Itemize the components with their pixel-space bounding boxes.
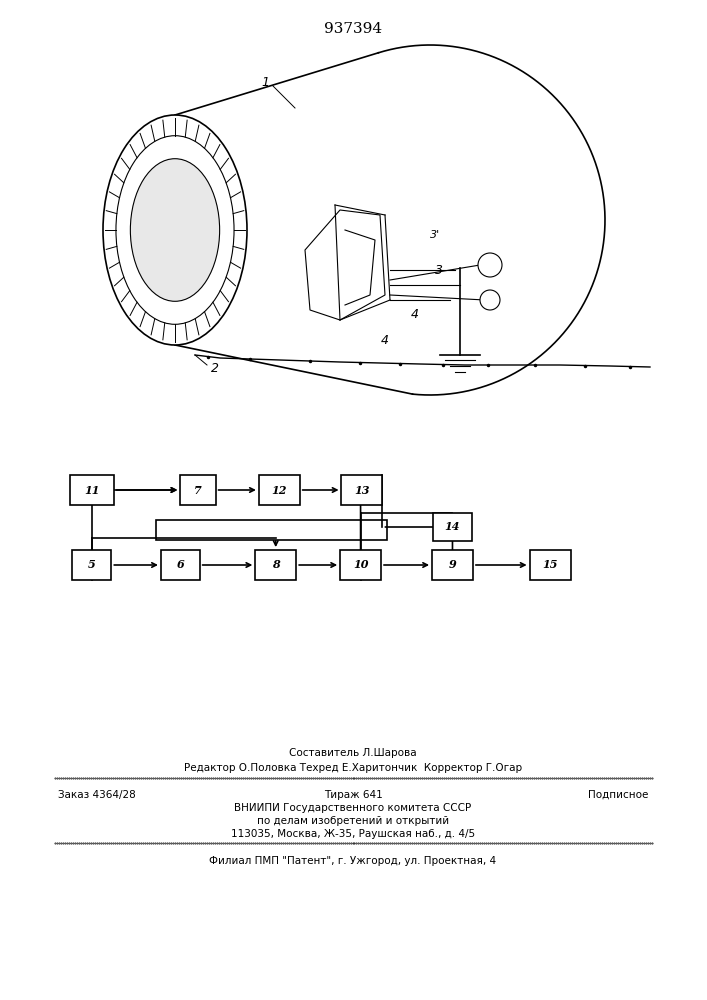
Circle shape — [480, 290, 500, 310]
Bar — [341, 475, 382, 505]
Text: 15: 15 — [542, 560, 558, 570]
Text: Редактор О.Половка Техред Е.Харитончик  Корректор Г.Огар: Редактор О.Половка Техред Е.Харитончик К… — [184, 763, 522, 773]
Bar — [340, 550, 381, 580]
Text: 113035, Москва, Ж-35, Раушская наб., д. 4/5: 113035, Москва, Ж-35, Раушская наб., д. … — [231, 829, 475, 839]
Text: 4: 4 — [381, 334, 389, 347]
Text: 14: 14 — [445, 522, 460, 532]
Text: по делам изобретений и открытий: по делам изобретений и открытий — [257, 816, 449, 826]
Text: Тираж 641: Тираж 641 — [324, 790, 382, 800]
Text: 8: 8 — [272, 560, 279, 570]
Text: 4: 4 — [411, 308, 419, 322]
Circle shape — [478, 253, 502, 277]
Text: 5: 5 — [88, 560, 95, 570]
Text: 13: 13 — [354, 485, 370, 495]
Text: ВНИИПИ Государственного комитета СССР: ВНИИПИ Государственного комитета СССР — [235, 803, 472, 813]
Text: Составитель Л.Шарова: Составитель Л.Шарова — [289, 748, 417, 758]
Text: 9: 9 — [449, 560, 456, 570]
Text: Филиал ПМП "Патент", г. Ужгород, ул. Проектная, 4: Филиал ПМП "Патент", г. Ужгород, ул. Про… — [209, 856, 496, 866]
Bar — [161, 550, 199, 580]
Bar — [259, 475, 300, 505]
Text: 11: 11 — [84, 485, 100, 495]
Text: Заказ 4364/28: Заказ 4364/28 — [58, 790, 136, 800]
Ellipse shape — [103, 115, 247, 345]
Ellipse shape — [130, 159, 220, 301]
Text: 7: 7 — [194, 485, 201, 495]
Text: 1: 1 — [261, 76, 269, 89]
Text: 2: 2 — [211, 361, 219, 374]
Bar — [156, 520, 387, 540]
Text: 937394: 937394 — [324, 22, 382, 36]
Bar — [180, 475, 216, 505]
Bar — [70, 475, 114, 505]
Bar — [255, 550, 296, 580]
Polygon shape — [305, 210, 385, 320]
Text: 10: 10 — [353, 560, 368, 570]
Text: Подписное: Подписное — [588, 790, 648, 800]
Text: 12: 12 — [271, 485, 287, 495]
Bar — [530, 550, 571, 580]
Bar — [432, 550, 473, 580]
Text: 3': 3' — [430, 230, 440, 240]
Bar — [73, 550, 112, 580]
Text: 3: 3 — [435, 263, 443, 276]
Text: 6: 6 — [177, 560, 184, 570]
Bar — [433, 513, 472, 541]
